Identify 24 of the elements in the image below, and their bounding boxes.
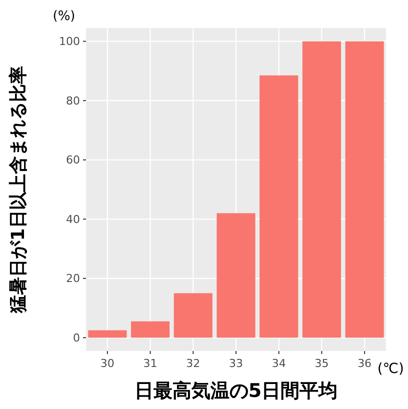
bar: [302, 41, 341, 338]
x-tick-label: 30: [100, 357, 114, 370]
bar: [260, 75, 298, 338]
y-tick-label: 0: [73, 332, 80, 345]
y-tick-label: 80: [66, 94, 80, 108]
y-tick-label: 40: [66, 212, 80, 226]
x-tick-label: 36: [358, 357, 372, 370]
bar: [88, 330, 127, 338]
y-tick-label: 60: [66, 154, 80, 167]
x-tick-label: 35: [314, 357, 329, 370]
x-axis-title: 日最高気温の5日間平均: [134, 380, 338, 402]
y-tick-label: 20: [66, 272, 80, 286]
bar: [216, 213, 256, 338]
x-tick-label: 31: [143, 357, 158, 370]
y-axis-title: 猛暑日が1日以上含まれる比率: [8, 66, 29, 314]
y-tick-label: 100: [59, 35, 80, 48]
bar: [174, 293, 212, 338]
text: (%): [52, 9, 76, 24]
bar: [345, 41, 384, 338]
bar: [131, 321, 170, 338]
x-tick-label: 32: [186, 357, 200, 370]
x-tick-label: 33: [229, 357, 243, 370]
text: (℃): [377, 361, 404, 377]
x-tick-label: 34: [272, 357, 286, 370]
